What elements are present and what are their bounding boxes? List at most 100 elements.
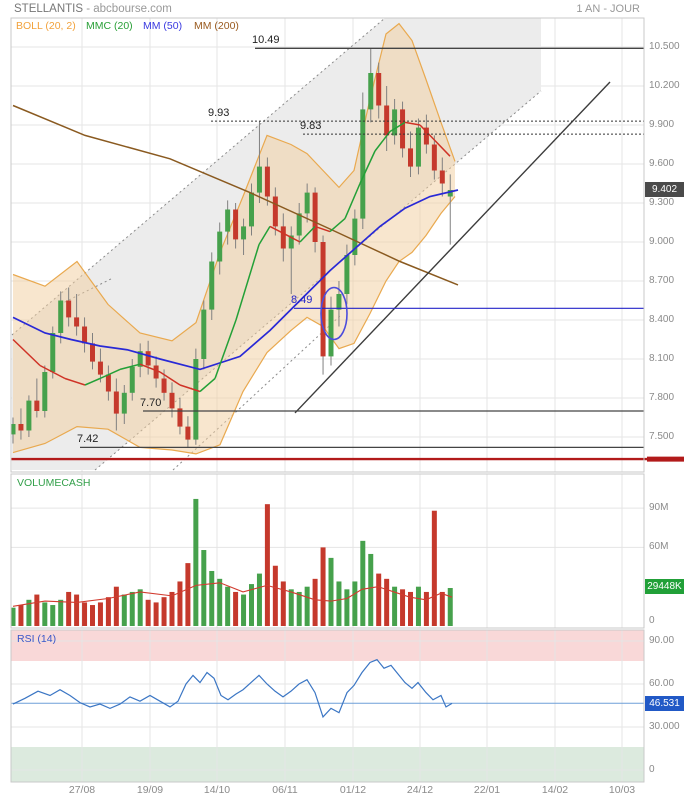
candle-body — [26, 400, 32, 431]
pane-border — [10, 17, 645, 473]
pane-borders — [10, 17, 645, 783]
source-site: abcbourse.com — [93, 3, 172, 15]
mmc20-segment — [99, 368, 121, 380]
candle-body — [400, 109, 406, 149]
candle-body — [153, 365, 159, 379]
volume-bar — [97, 602, 103, 626]
legend-item: MMC (20) — [86, 20, 133, 32]
candle-body — [431, 144, 437, 171]
volume-bar — [352, 581, 358, 626]
price-axis-tick: 9.300 — [649, 197, 675, 208]
mmc20-segment — [84, 377, 101, 386]
volume-bar — [256, 573, 262, 626]
last-volume-badge: 29448K — [645, 579, 684, 594]
volume-bar — [10, 607, 16, 626]
mmc20-segment — [389, 121, 406, 133]
candle-body — [201, 309, 207, 359]
candle-body — [384, 105, 390, 136]
candle-body — [177, 408, 183, 427]
candle-body — [439, 170, 445, 184]
volume-pane — [10, 474, 644, 628]
mmc20-segment — [344, 183, 361, 219]
mmc20-segment — [235, 244, 260, 321]
volume-bar — [169, 591, 175, 626]
candle-body — [344, 255, 350, 294]
mmc20-segment — [419, 124, 436, 142]
rsi-axis-tick: 0 — [649, 763, 655, 775]
moving-averages — [12, 104, 459, 393]
volume-bar — [304, 586, 310, 626]
candle-body — [225, 209, 231, 232]
candle-body — [82, 326, 88, 344]
rsi-oversold-band — [11, 747, 644, 782]
price-annotation-label: 9.93 — [208, 107, 230, 120]
mmc20-segment — [159, 371, 181, 386]
timeframe-label: 1 AN - JOUR — [576, 3, 640, 15]
volume-bar — [161, 597, 167, 626]
volume-bar — [249, 584, 254, 626]
candle-body — [50, 333, 56, 372]
volume-bar — [360, 540, 366, 626]
price-axis-tick: 9.900 — [649, 119, 675, 130]
volume-bar — [384, 578, 390, 626]
volume-bar — [26, 599, 32, 626]
candle-body — [272, 196, 278, 227]
mmc20-segment — [12, 338, 41, 367]
candle-body — [145, 351, 151, 366]
volume-bar — [312, 578, 318, 626]
mmc20-segment — [359, 150, 376, 184]
mmc20-segment — [119, 363, 141, 371]
candle-body — [336, 294, 342, 310]
date-label: 22/01 — [473, 784, 501, 796]
price-axis-tick: 8.400 — [649, 314, 675, 325]
volume-bar — [415, 586, 421, 626]
volume-bar — [66, 591, 72, 626]
mmc20-segment — [284, 233, 301, 243]
date-label: 19/09 — [136, 784, 164, 796]
volume-pane-label: VOLUMECASH — [17, 477, 91, 489]
candle-body — [312, 192, 318, 242]
mmc20-segment — [299, 225, 316, 243]
candle-body — [97, 361, 103, 375]
volume-bar — [201, 550, 207, 626]
candle-body — [10, 424, 16, 435]
volume-bar — [400, 589, 406, 626]
volume-bar — [58, 599, 64, 626]
volume-bar — [272, 565, 278, 626]
date-label: 10/03 — [608, 784, 636, 796]
last-price-badge: 9.402 — [645, 182, 684, 197]
candle-body — [423, 127, 429, 145]
volume-bar — [153, 602, 159, 626]
candle-body — [280, 226, 286, 249]
volume-bar — [423, 591, 429, 626]
pane-border — [10, 629, 645, 783]
highlight-ellipse — [320, 286, 348, 341]
candle-body — [368, 73, 374, 110]
volume-bar — [320, 547, 326, 626]
price-axis-tick: 7.500 — [649, 431, 675, 442]
mmc20-segment — [434, 140, 451, 157]
candle-body — [209, 261, 215, 310]
candle-body — [249, 192, 254, 227]
instrument-name: STELLANTIS — [14, 3, 84, 15]
volume-bar — [121, 594, 127, 626]
volume-bar — [82, 602, 88, 626]
volume-bar — [129, 591, 135, 626]
price-annotation-label: 7.70 — [140, 397, 162, 409]
mmc20-segment — [199, 377, 216, 393]
candle-body — [415, 127, 421, 167]
price-annotation-label: 9.83 — [300, 120, 322, 133]
candle-body — [264, 166, 270, 197]
date-label: 06/11 — [272, 784, 298, 796]
candle-body — [74, 317, 80, 327]
volume-bar — [50, 605, 56, 626]
bollinger-lower-line — [12, 196, 456, 455]
title-separator: - — [83, 3, 94, 15]
volume-bar — [328, 557, 334, 626]
candle-body — [105, 374, 111, 392]
mmc20-segment — [329, 218, 346, 233]
volume-bar — [392, 586, 398, 626]
rsi-pane-label: RSI (14) — [17, 633, 57, 645]
volume-bar — [209, 570, 215, 626]
